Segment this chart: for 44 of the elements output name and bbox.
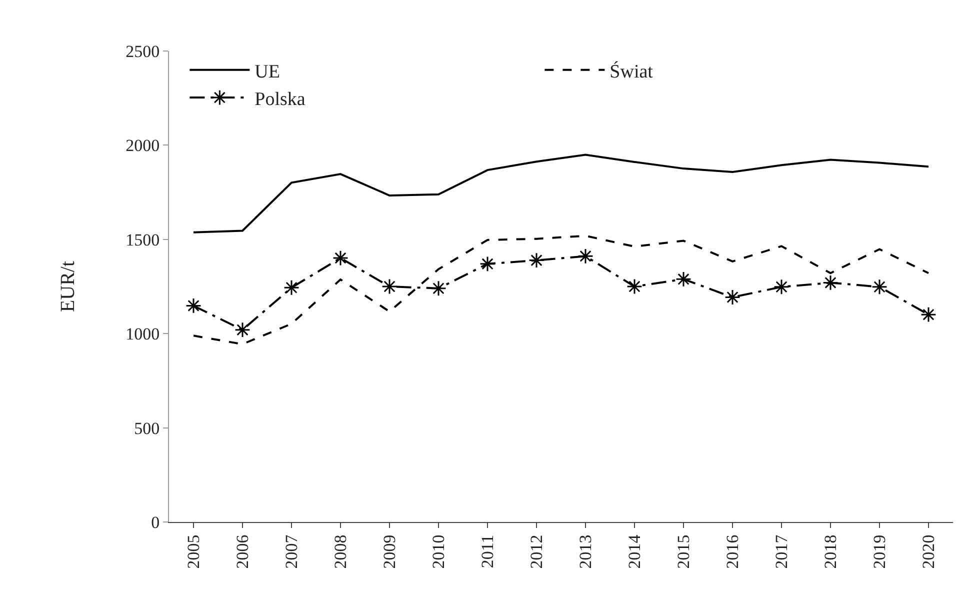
point (480, 256, 496, 272)
y-tick-label: 0 (151, 512, 160, 532)
point (332, 250, 348, 266)
point (234, 322, 250, 338)
point (284, 280, 300, 296)
point (186, 298, 202, 314)
point (382, 278, 398, 294)
x-tick-label: 2009 (380, 534, 400, 569)
x-tick-label: 2015 (674, 534, 694, 569)
x-tick-label: 2008 (331, 534, 350, 569)
point (626, 278, 642, 294)
point (430, 280, 446, 296)
point (822, 274, 838, 291)
y-tick-label: 2500 (126, 42, 160, 61)
point (578, 248, 594, 264)
x-tick-label: 2013 (576, 534, 596, 569)
point (774, 278, 790, 295)
point (920, 306, 936, 323)
legend-label: UE (254, 61, 280, 82)
x-tick-label: 2014 (625, 534, 644, 569)
point (872, 278, 888, 295)
x-tick-label: 2019 (870, 534, 890, 569)
point (676, 271, 692, 288)
x-tick-label: 2007 (282, 534, 302, 569)
line-series (192, 234, 930, 346)
legend-label: Świat (610, 60, 654, 82)
x-tick-label: 2011 (478, 534, 498, 568)
y-tick-label: 2000 (126, 136, 160, 156)
x-tick-label: 2005 (184, 534, 204, 569)
y-axis-title: EUR/t (57, 260, 80, 312)
x-tick-label: 2012 (527, 534, 546, 569)
x-tick-label: 2017 (772, 534, 792, 569)
x-tick-label: 2016 (723, 534, 742, 569)
legend-label: Polska (254, 88, 306, 110)
y-tick-label: 1500 (126, 230, 160, 250)
line-series (192, 154, 930, 234)
point (724, 289, 740, 306)
x-tick-label: 2020 (919, 534, 938, 569)
point (528, 252, 544, 268)
y-tick-label: 1000 (126, 324, 160, 344)
x-tick-label: 2006 (233, 534, 252, 569)
y-tick-label: 500 (134, 418, 160, 438)
x-tick-label: 2018 (821, 534, 840, 569)
x-tick-label: 2010 (429, 534, 448, 569)
